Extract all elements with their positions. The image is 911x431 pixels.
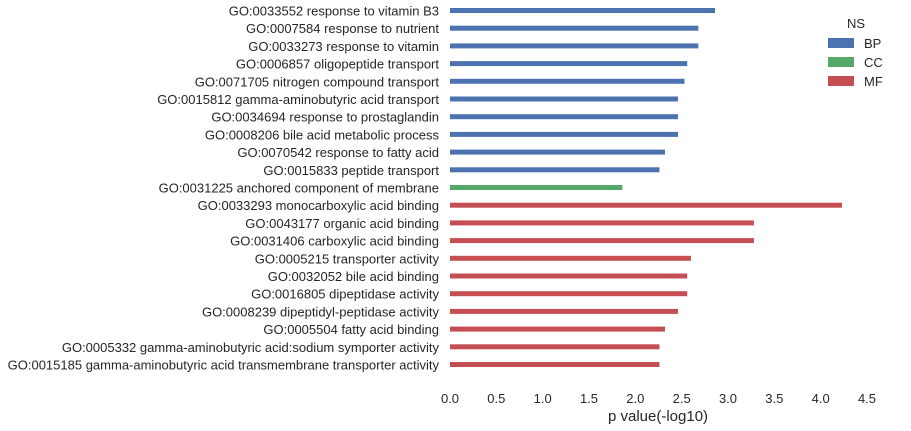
legend-label: CC [864, 55, 883, 70]
x-tick-label: 4.5 [858, 391, 876, 406]
x-axis-label: p value(-log10) [608, 408, 708, 425]
bar [450, 238, 754, 244]
x-tick-label: 2.5 [673, 391, 691, 406]
bar [450, 96, 678, 102]
bar [450, 273, 688, 279]
y-tick-label: GO:0034694 response to prostaglandin [211, 110, 439, 125]
bar [450, 43, 699, 49]
bar [450, 308, 678, 314]
bar [450, 114, 678, 120]
legend: NS BP CC MF [828, 16, 883, 89]
bar [450, 25, 699, 31]
y-tick-label: GO:0008239 dipeptidyl-peptidase activity [202, 304, 440, 319]
y-tick-label: GO:0005504 fatty acid binding [263, 322, 439, 337]
y-tick-label: GO:0008206 bile acid metabolic process [205, 127, 440, 142]
legend-swatch [828, 76, 854, 86]
legend-swatch [828, 57, 854, 67]
x-tick-label: 4.0 [812, 391, 830, 406]
x-tick-label: 2.0 [626, 391, 644, 406]
bar [450, 8, 716, 13]
bar [450, 220, 754, 226]
y-tick-label: GO:0015185 gamma-aminobutyric acid trans… [8, 358, 440, 373]
legend-title: NS [847, 16, 865, 31]
bar [450, 202, 842, 208]
bar [450, 78, 685, 84]
x-tick-label: 1.0 [534, 391, 552, 406]
x-tick-label: 3.0 [719, 391, 737, 406]
y-tick-label: GO:0016805 dipeptidase activity [251, 287, 439, 302]
y-tick-label: GO:0033293 monocarboxylic acid binding [198, 198, 439, 213]
y-tick-label: GO:0005215 transporter activity [255, 251, 440, 266]
y-tick-label: GO:0071705 nitrogen compound transport [195, 74, 440, 89]
bar [450, 61, 688, 67]
y-tick-label: GO:0033273 response to vitamin [248, 39, 439, 54]
y-tick-label: GO:0005332 gamma-aminobutyric acid:sodiu… [62, 340, 440, 355]
bar [450, 131, 678, 137]
bar [450, 344, 660, 350]
x-tick-label: 0.0 [441, 391, 459, 406]
y-tick-label: GO:0031406 carboxylic acid binding [230, 234, 439, 249]
bar [450, 255, 691, 261]
y-tick-label: GO:0015833 peptide transport [263, 163, 439, 178]
bar [450, 167, 660, 173]
y-tick-label: GO:0015812 gamma-aminobutyric acid trans… [157, 92, 439, 107]
x-tick-label: 0.5 [487, 391, 505, 406]
bars-group [450, 8, 842, 367]
x-tick-labels: 0.0 0.5 1.0 1.5 2.0 2.5 3.0 3.5 4.0 4.5 [441, 391, 876, 406]
y-tick-label: GO:0033552 response to vitamin B3 [229, 4, 439, 19]
y-tick-label: GO:0070542 response to fatty acid [237, 145, 439, 160]
y-tick-label: GO:0043177 organic acid binding [245, 216, 439, 231]
bar [450, 185, 623, 190]
bar [450, 149, 665, 155]
y-tick-label: GO:0031225 anchored component of membran… [159, 181, 439, 196]
bar [450, 362, 660, 367]
y-tick-label: GO:0032052 bile acid binding [268, 269, 439, 284]
bar [450, 326, 665, 332]
y-tick-label: GO:0007584 response to nutrient [246, 21, 439, 36]
legend-label: MF [864, 74, 883, 89]
legend-swatch [828, 38, 854, 48]
y-tick-label: GO:0006857 oligopeptide transport [236, 57, 439, 72]
x-tick-label: 3.5 [765, 391, 783, 406]
legend-label: BP [864, 36, 881, 51]
bar [450, 291, 688, 297]
x-tick-label: 1.5 [580, 391, 598, 406]
y-tick-labels: GO:0033552 response to vitamin B3 GO:0007… [8, 4, 440, 373]
